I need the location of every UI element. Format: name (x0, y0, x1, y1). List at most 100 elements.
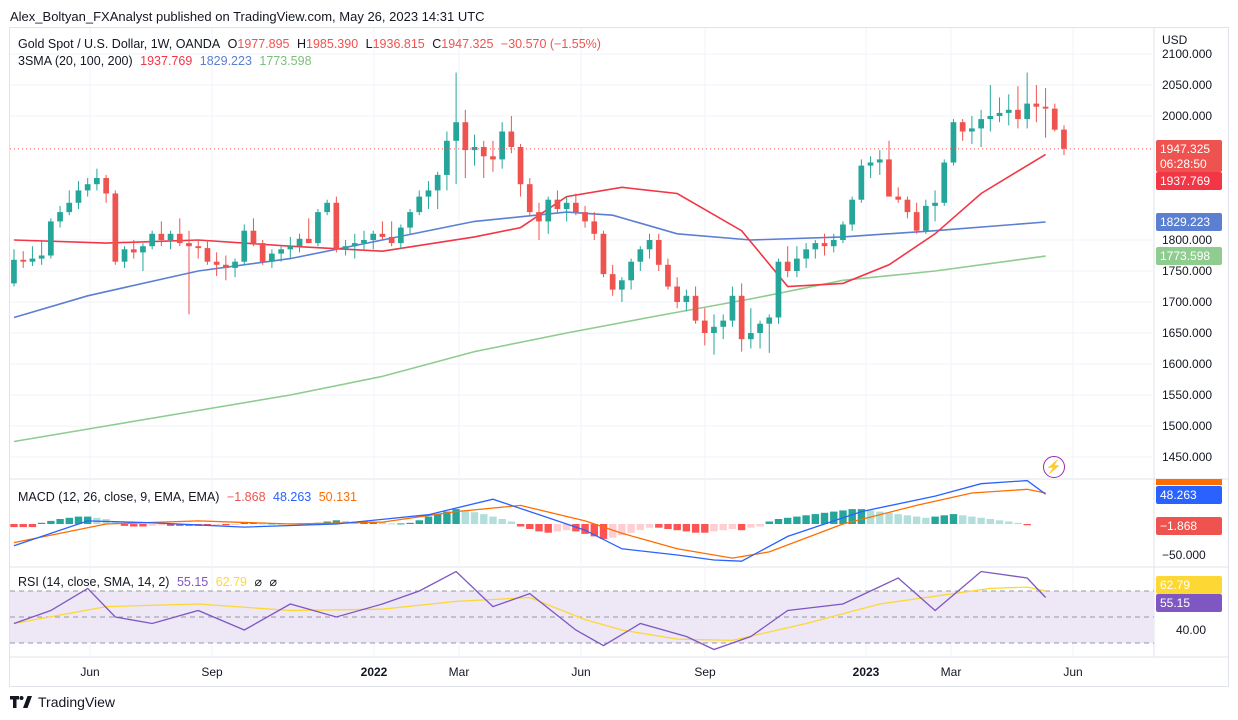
candle-body (38, 255, 45, 259)
time-tick-label: Sep (201, 665, 223, 679)
macd-histogram-bar (424, 516, 433, 524)
candle-body (628, 261, 634, 281)
macd-histogram-bar (710, 524, 718, 532)
candle-body (158, 233, 165, 240)
candle-body (536, 212, 542, 222)
sma200-line (13, 255, 1046, 443)
candle-body (655, 240, 662, 265)
candle-body (987, 116, 994, 120)
candle-body (674, 286, 680, 302)
macd-histogram-bar (378, 522, 387, 524)
macd-histogram-bar (553, 524, 562, 532)
low-value: 1936.815 (372, 37, 425, 51)
candle-body (923, 205, 929, 231)
rsi-label[interactable]: RSI (14, close, SMA, 14, 2) (18, 575, 170, 589)
candle-body (278, 249, 284, 254)
lightning-icon[interactable]: ⚡ (1043, 456, 1065, 478)
candle-body (729, 295, 736, 321)
high-value: 1985.390 (306, 37, 359, 51)
candle-body (563, 202, 570, 209)
close-key: C (432, 37, 442, 51)
macd-signal-tag (1156, 479, 1222, 485)
candle-body (766, 317, 773, 324)
candle-body (121, 249, 128, 262)
macd-histogram-bar (526, 524, 534, 529)
macd-histogram-bar (590, 524, 598, 537)
tradingview-logo[interactable]: TradingView (10, 694, 115, 710)
candle-body (959, 122, 966, 132)
candle-body (351, 243, 358, 247)
macd-histogram-bar (627, 524, 635, 533)
macd-histogram-bar (719, 524, 727, 531)
macd-signal-line (13, 488, 1046, 559)
macd-histogram-bar (922, 517, 930, 524)
candle-body (821, 243, 828, 247)
candle-body (720, 320, 727, 327)
macd-histogram-bar (977, 517, 985, 524)
rsi-line (13, 570, 1047, 651)
macd-histogram-bar (848, 509, 856, 524)
candle-body (232, 261, 238, 268)
macd-histogram-bar (259, 523, 267, 525)
time-tick-label: Jun (1063, 665, 1082, 679)
macd-histogram-bar (176, 524, 184, 526)
candle-body (250, 230, 257, 244)
candle-body (29, 258, 36, 262)
chart-frame (9, 27, 1229, 687)
rsi-tick-label: 40.00 (1176, 623, 1206, 637)
candle-body (333, 202, 340, 250)
macd-histogram-bar (47, 520, 55, 524)
close-price-tag-bg (1156, 140, 1222, 172)
macd-histogram-bar (1005, 521, 1013, 524)
macd-value-tag-text: 48.263 (1160, 488, 1197, 502)
rsi-sym-2: ⌀ (269, 575, 278, 589)
macd-histogram-bar (415, 520, 423, 524)
macd-label[interactable]: MACD (12, 26, close, 9, EMA, EMA) (18, 490, 220, 504)
macd-signal-value: 50.131 (318, 490, 357, 504)
symbol-label[interactable]: Gold Spot / U.S. Dollar, 1W, OANDA (18, 37, 221, 51)
candle-body (517, 147, 524, 185)
candle-body (57, 212, 63, 222)
rsi-ma-tag-text: 62.79 (1160, 578, 1190, 592)
candle-body (462, 122, 469, 151)
candle-body (849, 199, 855, 225)
macd-histogram-bar (139, 524, 147, 527)
macd-histogram-bar (498, 519, 506, 524)
macd-value-tag: 48.263 (1156, 486, 1222, 504)
macd-histogram-bar (443, 511, 451, 524)
macd-histogram-bar (912, 516, 921, 524)
candle-body (434, 174, 441, 191)
close-price-tag-text: 06:28:50 (1160, 157, 1207, 171)
candle-body (803, 249, 809, 259)
macd-histogram-bar (130, 524, 138, 527)
sma-label[interactable]: 3SMA (20, 100, 200) (18, 54, 133, 68)
macd-histogram-bar (691, 524, 700, 533)
candle-body (941, 162, 948, 203)
ohlc-high: H1985.390 (297, 37, 358, 51)
macd-line (13, 479, 1046, 562)
macd-histogram-bar (148, 524, 156, 526)
rsi-value-tag: 55.15 (1156, 594, 1222, 612)
candle-body (48, 221, 54, 256)
rsi-ma-tag: 62.79 (1156, 576, 1222, 594)
candle-body (490, 156, 496, 160)
macd-histogram-bar (452, 509, 460, 524)
macd-pane (10, 479, 1046, 562)
price-tick-label: 2100.000 (1162, 47, 1212, 61)
macd-histogram-bar (995, 520, 1004, 524)
candle-body (637, 249, 644, 262)
macd-histogram-bar (784, 517, 792, 524)
candle-body (75, 190, 82, 203)
ohlc-open: O1977.895 (228, 37, 290, 51)
sma20-price-tag-text: 1937.769 (1160, 174, 1210, 188)
macd-histogram-bar (56, 519, 64, 524)
macd-histogram-bar (885, 512, 893, 524)
sma100-price-tag-bg (1156, 213, 1222, 231)
candle-body (867, 162, 874, 166)
sma100-value: 1829.223 (199, 54, 252, 68)
macd-histogram-bar (516, 524, 525, 527)
open-value: 1977.895 (237, 37, 290, 51)
macd-histogram-bar (664, 524, 672, 529)
macd-histogram-bar (701, 524, 709, 533)
